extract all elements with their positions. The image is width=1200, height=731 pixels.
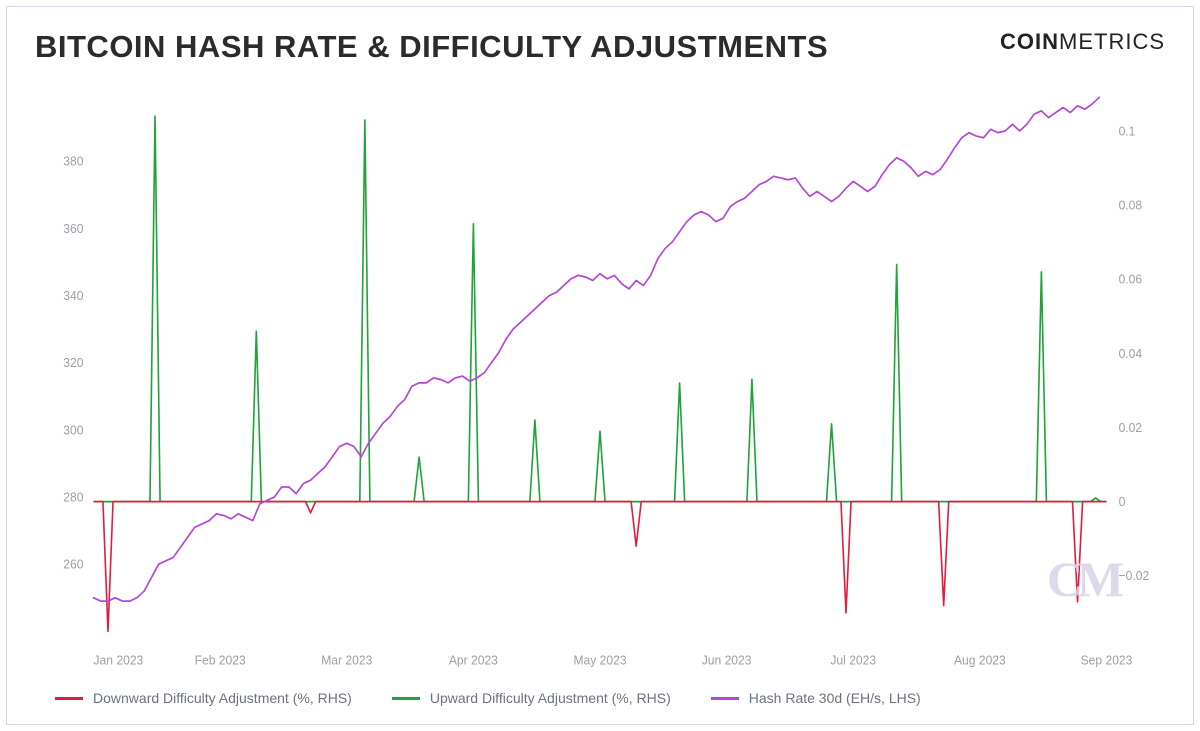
chart-title: BITCOIN HASH RATE & DIFFICULTY ADJUSTMEN… bbox=[35, 29, 828, 65]
x-tick-label: Feb 2023 bbox=[195, 653, 246, 668]
header-row: BITCOIN HASH RATE & DIFFICULTY ADJUSTMEN… bbox=[35, 29, 1165, 65]
y-left-tick-label: 340 bbox=[63, 288, 83, 303]
chart-svg: 260 280 300 320 340 360 380 −0.02 0 0.02 0.04 0.06 0… bbox=[35, 83, 1165, 680]
y-right-tick-label: 0.04 bbox=[1119, 346, 1143, 361]
brand-logo: COINMETRICS bbox=[1000, 29, 1165, 55]
x-tick-label: May 2023 bbox=[573, 653, 626, 668]
x-tick-label: Jun 2023 bbox=[702, 653, 752, 668]
x-tick-label: Sep 2023 bbox=[1081, 653, 1133, 668]
y-right-tick-label: 0 bbox=[1119, 495, 1126, 510]
chart-area: 260 280 300 320 340 360 380 −0.02 0 0.02 0.04 0.06 0… bbox=[35, 83, 1165, 680]
legend-item-upward: Upward Difficulty Adjustment (%, RHS) bbox=[392, 690, 671, 706]
outer-frame: BITCOIN HASH RATE & DIFFICULTY ADJUSTMEN… bbox=[0, 0, 1200, 731]
y-left-tick-label: 380 bbox=[63, 154, 83, 169]
brand-bold: COIN bbox=[1000, 29, 1059, 54]
legend-label: Downward Difficulty Adjustment (%, RHS) bbox=[93, 690, 352, 706]
chart-frame: BITCOIN HASH RATE & DIFFICULTY ADJUSTMEN… bbox=[6, 6, 1194, 725]
legend-label: Hash Rate 30d (EH/s, LHS) bbox=[749, 690, 921, 706]
x-tick-label: Mar 2023 bbox=[321, 653, 372, 668]
y-right-tick-label: −0.02 bbox=[1119, 569, 1150, 584]
x-tick-label: Jul 2023 bbox=[830, 653, 876, 668]
y-left-tick-label: 260 bbox=[63, 557, 83, 572]
legend-item-hashrate: Hash Rate 30d (EH/s, LHS) bbox=[711, 690, 921, 706]
brand-light: METRICS bbox=[1059, 29, 1165, 54]
legend-swatch bbox=[55, 697, 83, 700]
y-left-tick-label: 300 bbox=[63, 423, 83, 438]
x-tick-label: Apr 2023 bbox=[449, 653, 498, 668]
legend: Downward Difficulty Adjustment (%, RHS) U… bbox=[55, 690, 1165, 706]
x-tick-label: Jan 2023 bbox=[94, 653, 144, 668]
legend-item-downward: Downward Difficulty Adjustment (%, RHS) bbox=[55, 690, 352, 706]
y-left-tick-label: 280 bbox=[63, 490, 83, 505]
y-right-tick-label: 0.1 bbox=[1119, 124, 1136, 139]
y-right-tick-label: 0.06 bbox=[1119, 272, 1143, 287]
downward-series bbox=[94, 502, 1107, 632]
y-left-tick-label: 360 bbox=[63, 221, 83, 236]
x-tick-label: Aug 2023 bbox=[954, 653, 1006, 668]
legend-label: Upward Difficulty Adjustment (%, RHS) bbox=[430, 690, 671, 706]
legend-swatch bbox=[711, 697, 739, 700]
y-right-tick-label: 0.02 bbox=[1119, 420, 1143, 435]
legend-swatch bbox=[392, 697, 420, 700]
upward-series bbox=[94, 116, 1107, 501]
y-right-tick-label: 0.08 bbox=[1119, 198, 1143, 213]
y-left-tick-label: 320 bbox=[63, 356, 83, 371]
